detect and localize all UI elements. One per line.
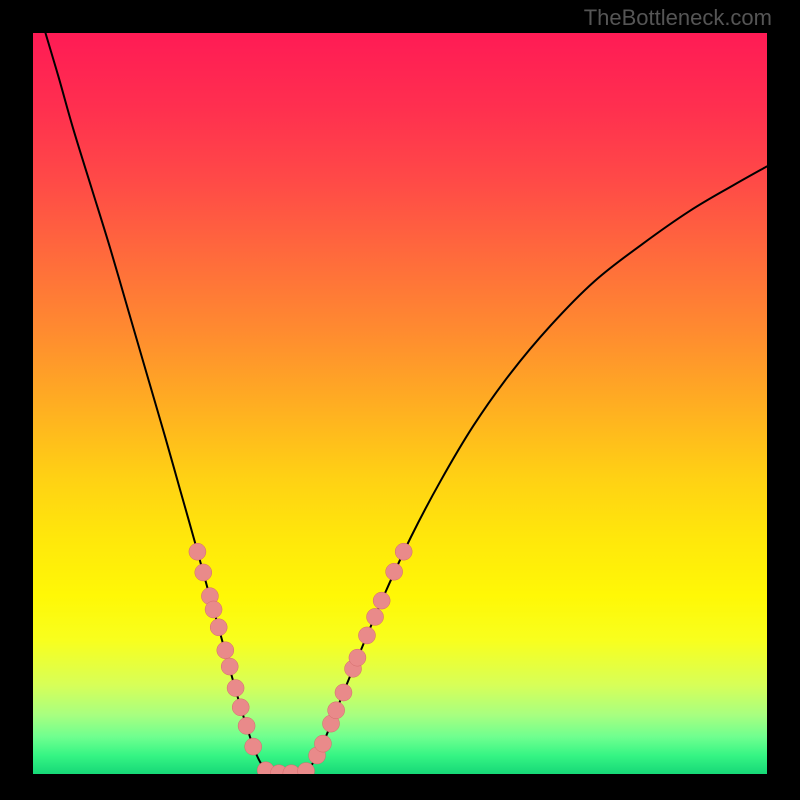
curve-marker	[205, 601, 222, 618]
plot-area	[33, 33, 767, 774]
curve-marker	[358, 627, 375, 644]
curve-layer	[33, 33, 767, 774]
curve-marker	[335, 684, 352, 701]
curve-marker	[217, 642, 234, 659]
curve-marker	[210, 619, 227, 636]
curve-marker	[189, 543, 206, 560]
curve-marker	[238, 717, 255, 734]
curve-marker	[367, 608, 384, 625]
curve-marker	[227, 680, 244, 697]
curve-marker	[221, 658, 238, 675]
curve-marker	[349, 649, 366, 666]
curve-marker	[395, 543, 412, 560]
watermark-text: TheBottleneck.com	[584, 5, 772, 31]
curve-marker	[283, 765, 300, 774]
chart-root: TheBottleneck.com	[0, 0, 800, 800]
curve-marker	[245, 738, 262, 755]
curve-marker	[195, 564, 212, 581]
curve-marker	[328, 702, 345, 719]
bottleneck-curve	[45, 33, 767, 774]
curve-marker	[386, 563, 403, 580]
curve-marker	[232, 699, 249, 716]
curve-markers	[189, 543, 412, 774]
curve-marker	[314, 735, 331, 752]
curve-marker	[373, 592, 390, 609]
